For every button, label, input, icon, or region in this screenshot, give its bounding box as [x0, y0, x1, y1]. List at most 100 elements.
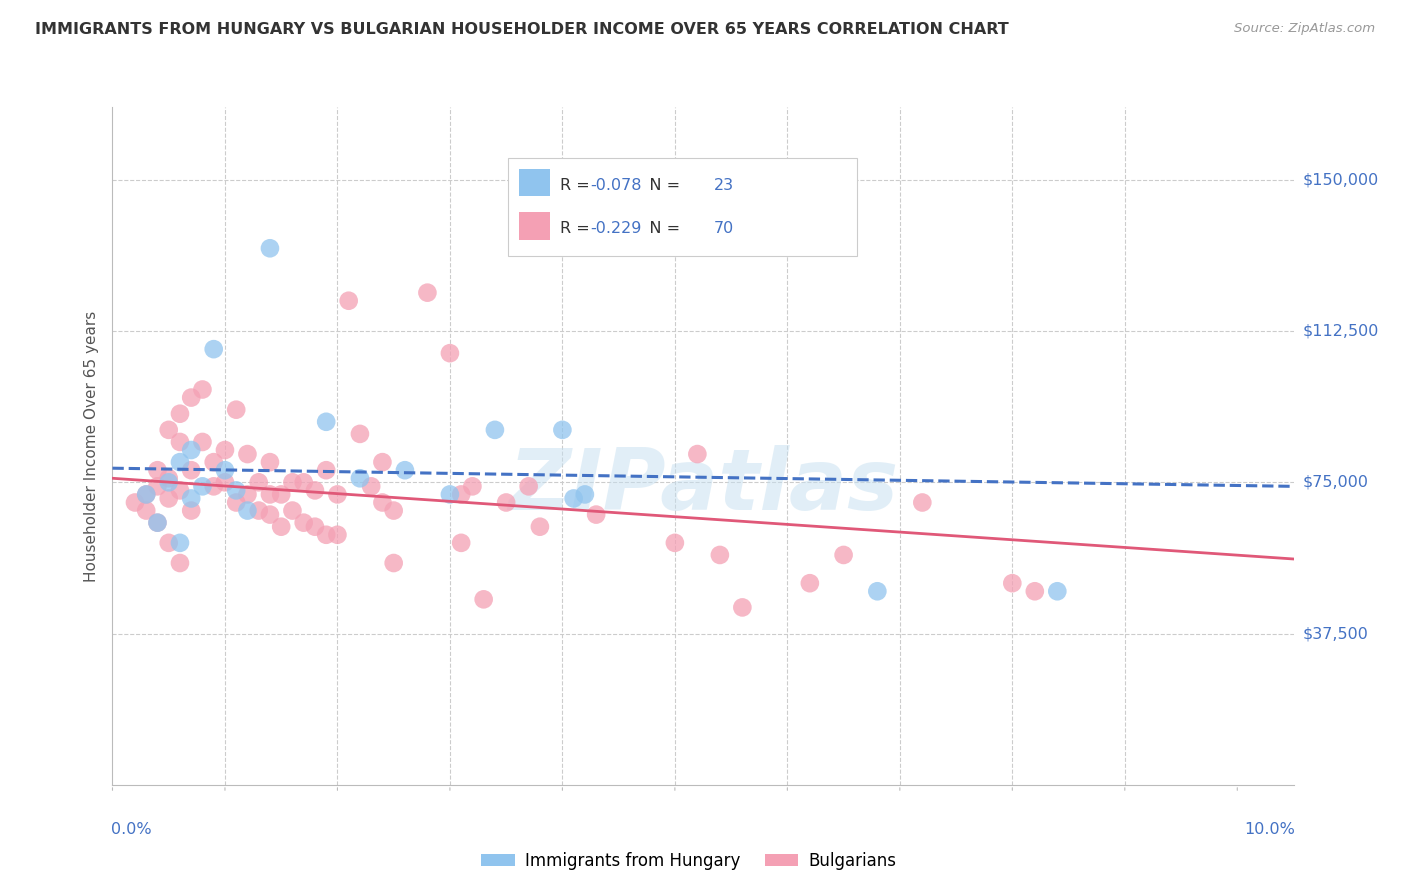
Point — [225, 402, 247, 417]
Point — [180, 463, 202, 477]
Point — [146, 479, 169, 493]
Point — [866, 584, 889, 599]
Point — [472, 592, 495, 607]
Point — [450, 536, 472, 550]
Point — [439, 346, 461, 360]
Text: R =: R = — [561, 178, 595, 193]
Point — [259, 241, 281, 255]
Point — [529, 519, 551, 533]
Point — [517, 479, 540, 493]
Text: IMMIGRANTS FROM HUNGARY VS BULGARIAN HOUSEHOLDER INCOME OVER 65 YEARS CORRELATIO: IMMIGRANTS FROM HUNGARY VS BULGARIAN HOU… — [35, 22, 1010, 37]
Text: $37,500: $37,500 — [1303, 626, 1369, 641]
Point — [382, 556, 405, 570]
Point — [225, 483, 247, 498]
Point — [191, 383, 214, 397]
Point — [236, 503, 259, 517]
Point — [562, 491, 585, 506]
Point — [1046, 584, 1069, 599]
Point — [461, 479, 484, 493]
Point — [349, 471, 371, 485]
Point — [270, 487, 292, 501]
Point — [214, 475, 236, 490]
Y-axis label: Householder Income Over 65 years: Householder Income Over 65 years — [83, 310, 98, 582]
Text: -0.229: -0.229 — [591, 221, 641, 236]
Text: N =: N = — [634, 221, 685, 236]
Point — [686, 447, 709, 461]
Text: 23: 23 — [714, 178, 734, 193]
Point — [326, 487, 349, 501]
Point — [360, 479, 382, 493]
Point — [135, 487, 157, 501]
Point — [349, 426, 371, 441]
Point — [259, 508, 281, 522]
Point — [799, 576, 821, 591]
Point — [124, 495, 146, 509]
Text: $75,000: $75,000 — [1303, 475, 1369, 490]
Point — [304, 519, 326, 533]
Point — [247, 475, 270, 490]
Point — [292, 516, 315, 530]
Text: 10.0%: 10.0% — [1244, 822, 1295, 838]
Point — [169, 455, 191, 469]
Point — [416, 285, 439, 300]
Point — [146, 463, 169, 477]
Text: ZIPatlas: ZIPatlas — [508, 445, 898, 528]
Point — [247, 503, 270, 517]
Text: 0.0%: 0.0% — [111, 822, 152, 838]
Point — [180, 443, 202, 458]
Point — [315, 415, 337, 429]
Point — [225, 495, 247, 509]
Point — [911, 495, 934, 509]
Point — [202, 455, 225, 469]
Point — [270, 519, 292, 533]
Point — [664, 536, 686, 550]
Point — [157, 423, 180, 437]
Point — [450, 487, 472, 501]
Point — [146, 516, 169, 530]
Point — [585, 508, 607, 522]
Point — [337, 293, 360, 308]
Point — [1001, 576, 1024, 591]
Point — [439, 487, 461, 501]
Point — [214, 463, 236, 477]
Point — [191, 434, 214, 449]
Bar — [519, 169, 550, 196]
Point — [157, 491, 180, 506]
Point — [202, 479, 225, 493]
Point — [832, 548, 855, 562]
Point — [281, 475, 304, 490]
Point — [709, 548, 731, 562]
Point — [326, 528, 349, 542]
Text: $150,000: $150,000 — [1303, 172, 1379, 187]
Point — [304, 483, 326, 498]
Point — [259, 455, 281, 469]
Point — [135, 503, 157, 517]
Point — [371, 455, 394, 469]
Point — [236, 447, 259, 461]
Point — [180, 391, 202, 405]
Point — [281, 503, 304, 517]
Point — [236, 487, 259, 501]
Point — [169, 434, 191, 449]
Bar — [519, 212, 550, 240]
Point — [484, 423, 506, 437]
Point — [292, 475, 315, 490]
Point — [382, 503, 405, 517]
Point — [1024, 584, 1046, 599]
Point — [259, 487, 281, 501]
Point — [180, 503, 202, 517]
Text: N =: N = — [634, 178, 685, 193]
Point — [169, 407, 191, 421]
Point — [157, 475, 180, 490]
Point — [169, 536, 191, 550]
Point — [191, 479, 214, 493]
Point — [135, 487, 157, 501]
Point — [157, 471, 180, 485]
Text: -0.078: -0.078 — [591, 178, 641, 193]
Point — [731, 600, 754, 615]
Point — [169, 483, 191, 498]
Point — [169, 556, 191, 570]
Point — [371, 495, 394, 509]
Text: R =: R = — [561, 221, 595, 236]
Point — [315, 463, 337, 477]
